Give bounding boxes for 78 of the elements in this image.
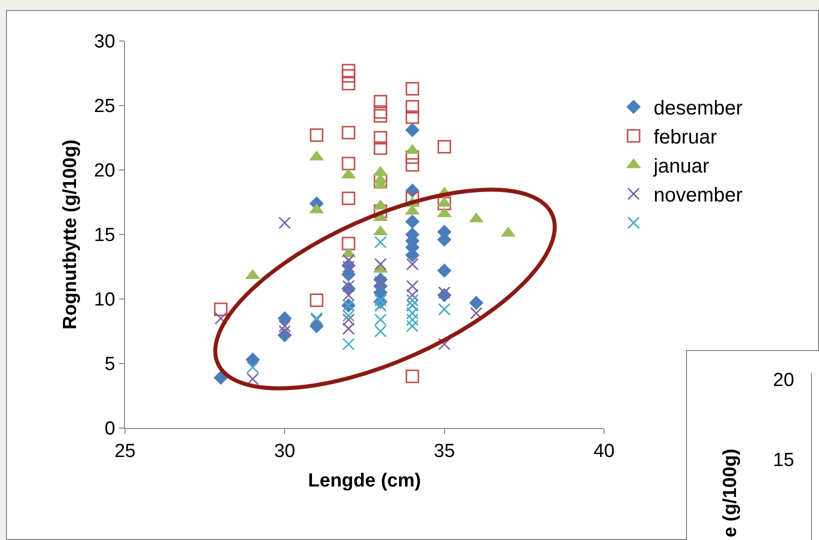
point <box>406 313 419 326</box>
x-tick-label: 40 <box>593 440 615 462</box>
point <box>438 338 451 350</box>
point <box>342 236 356 250</box>
point <box>342 288 355 302</box>
point <box>406 258 419 270</box>
point <box>470 306 483 320</box>
point <box>278 320 291 332</box>
y-tick-label: 30 <box>94 32 116 53</box>
point <box>342 322 355 335</box>
text: 15 <box>773 450 794 471</box>
point <box>342 69 356 83</box>
point <box>310 128 324 142</box>
point <box>406 280 419 292</box>
point <box>342 192 356 206</box>
point <box>406 294 419 307</box>
point <box>406 100 420 114</box>
y-tick-label: 25 <box>94 96 116 118</box>
point <box>374 131 388 144</box>
point <box>406 158 420 172</box>
point <box>438 196 452 210</box>
point <box>406 82 420 96</box>
point <box>342 313 355 326</box>
point <box>342 64 356 78</box>
legend-label: januar <box>652 156 710 178</box>
point <box>405 214 420 229</box>
point <box>374 313 387 326</box>
y-axis-title: Rognutbytte (g/100g) <box>60 140 81 330</box>
point <box>246 352 260 367</box>
legend-label: desember <box>654 98 743 120</box>
point <box>437 263 452 278</box>
point <box>438 286 451 299</box>
point <box>406 320 419 332</box>
y-tick-label: 10 <box>94 290 116 311</box>
y-tick-label: 20 <box>94 160 116 182</box>
point <box>438 303 451 316</box>
point <box>405 122 420 138</box>
point <box>342 280 355 292</box>
point <box>342 338 355 350</box>
point <box>342 126 356 140</box>
point <box>278 216 291 230</box>
point <box>406 306 419 320</box>
point <box>374 109 388 123</box>
y-tick-label: 5 <box>104 354 116 376</box>
point <box>214 312 228 325</box>
point <box>374 258 387 270</box>
x-tick-label: 30 <box>274 440 296 462</box>
point <box>469 296 484 310</box>
point <box>374 276 387 288</box>
point <box>406 288 419 302</box>
point <box>406 110 420 124</box>
point <box>310 294 324 308</box>
point <box>246 372 259 386</box>
point <box>214 302 228 316</box>
point <box>342 254 355 267</box>
point <box>246 361 259 374</box>
point <box>214 370 228 385</box>
point <box>278 311 292 326</box>
point <box>342 76 356 90</box>
y-tick-label: 15 <box>94 225 116 246</box>
text: e (g/100g) <box>720 448 742 538</box>
point <box>406 370 420 384</box>
point <box>374 325 387 338</box>
point <box>374 141 388 155</box>
point <box>374 94 388 108</box>
legend-label: februar <box>654 126 718 149</box>
point <box>374 105 388 119</box>
point <box>406 150 420 164</box>
text: 20 <box>773 370 794 391</box>
point <box>342 156 356 170</box>
x-tick-label: 35 <box>434 440 455 462</box>
x-axis-title: Lengde (cm) <box>308 470 421 492</box>
point <box>342 310 355 322</box>
point <box>438 140 452 154</box>
point <box>374 236 387 248</box>
legend-label: november <box>654 184 743 207</box>
point <box>278 325 291 338</box>
y-tick-label: 0 <box>104 418 116 440</box>
